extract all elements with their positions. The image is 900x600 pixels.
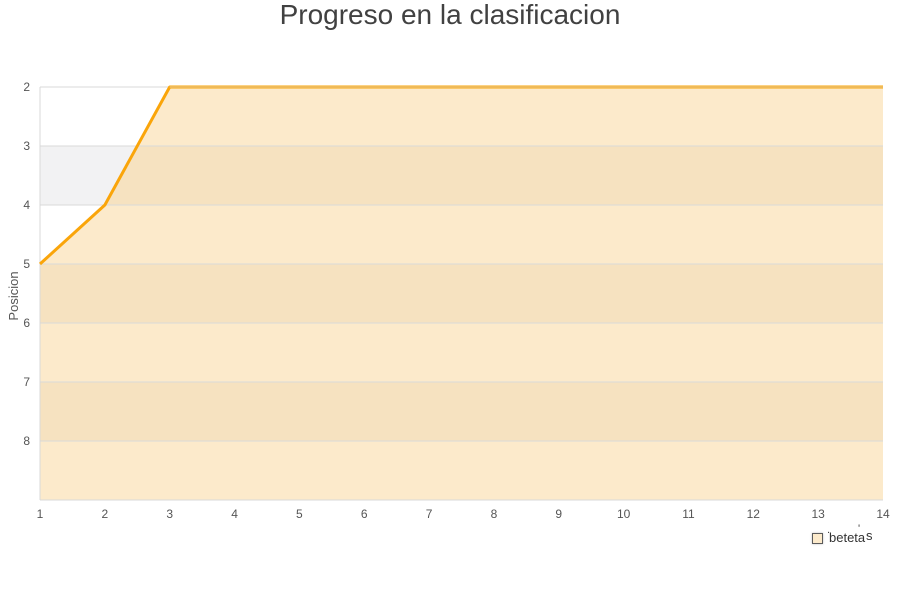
svg-text:1: 1 [37,507,44,521]
svg-text:9: 9 [555,507,562,521]
svg-text:3: 3 [23,139,30,153]
svg-text:11: 11 [682,507,695,521]
svg-text:7: 7 [23,375,30,389]
svg-text:3: 3 [166,507,173,521]
svg-text:6: 6 [23,316,30,330]
svg-text:2: 2 [102,507,109,521]
svg-text:5: 5 [23,257,30,271]
svg-text:10: 10 [617,507,631,521]
svg-text:8: 8 [491,507,498,521]
svg-text:4: 4 [231,507,238,521]
svg-text:6: 6 [361,507,368,521]
svg-text:4: 4 [23,198,30,212]
svg-text:12: 12 [747,507,761,521]
svg-text:13: 13 [811,507,825,521]
svg-text:14: 14 [876,507,890,521]
svg-text:8: 8 [23,434,30,448]
svg-text:7: 7 [426,507,433,521]
svg-text:2: 2 [23,80,30,94]
svg-text:5: 5 [296,507,303,521]
